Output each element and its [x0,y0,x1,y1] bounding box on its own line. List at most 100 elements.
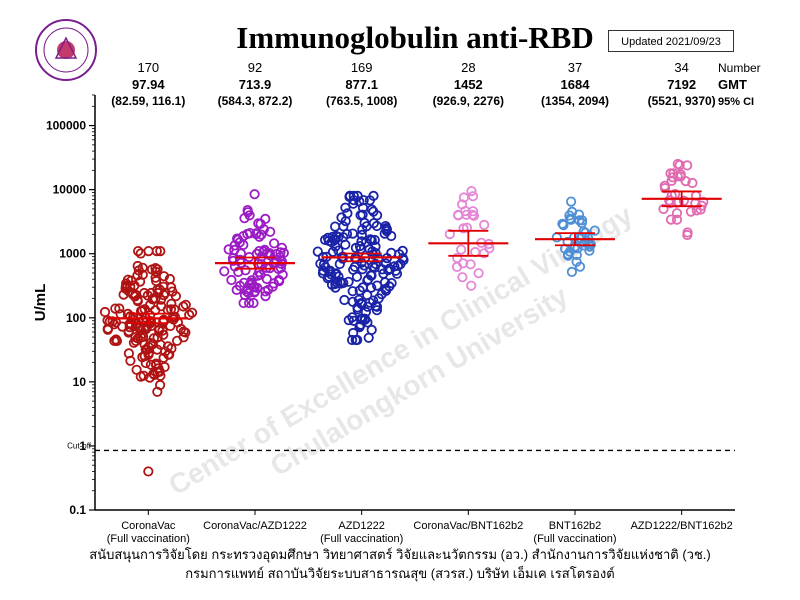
data-point [354,241,365,252]
data-point [479,219,490,230]
data-point [135,325,147,336]
footer-line-2: กรมการแพทย์ สถาบันวิจัยระบบสาธารณสุข (สว… [185,566,615,581]
group-n-label: 34 [674,60,688,75]
data-point [366,324,377,335]
data-point [260,290,271,302]
x-tick-sublabel: (Full vaccination) [320,533,403,545]
data-point [251,228,262,240]
data-point [323,271,335,282]
data-point [133,246,144,257]
data-point [156,301,167,312]
data-point [682,229,693,241]
header-number-label: Number [718,61,761,75]
data-point [140,323,152,335]
data-point [130,335,141,347]
data-point [244,297,255,309]
data-point [369,262,380,273]
group-ci-label: (763.5, 1008) [326,94,397,108]
data-point [137,262,148,273]
data-point [665,214,677,225]
data-point [158,315,169,326]
data-point [178,332,189,343]
data-point [671,214,683,225]
data-point [145,359,156,370]
data-point [565,196,577,207]
data-point [130,332,141,343]
data-point [260,213,271,224]
y-tick-label: 1 [79,439,86,453]
data-point [371,305,382,316]
data-point [219,266,230,277]
data-point [143,466,154,477]
group-n-label: 169 [351,60,373,75]
data-point [338,277,349,289]
data-point [457,272,468,283]
data-point [371,220,382,232]
data-point [350,334,361,346]
data-point [234,237,245,248]
data-point [248,297,259,309]
data-point [357,209,368,220]
chart-axes: 0.1 1 10 100 1000 10000 100000 U/mL Cut-off Coron… [32,94,735,545]
data-point [347,228,358,239]
cutoff-label: Cut-off [67,441,92,450]
data-point [258,224,269,235]
data-point [589,225,600,236]
data-point [244,279,255,290]
data-point [343,315,354,326]
data-point [397,245,408,256]
data-point [150,262,161,274]
data-point [312,246,323,257]
data-point [164,273,175,285]
group-ci-label: (926.9, 2276) [433,94,504,108]
data-point [671,208,683,219]
data-point [685,206,697,217]
data-point [107,316,118,327]
data-point [265,226,276,237]
data-points [99,158,709,477]
group-n-label: 170 [137,60,159,75]
data-point [332,277,343,289]
group-n-label: 37 [568,60,582,75]
data-point [343,276,354,287]
y-tick-label: 1000 [59,247,86,261]
group-ci-label: (584.3, 872.2) [218,94,293,108]
footer-line-1: สนับสนุนการวิจัยโดย กระทรวงอุดมศึกษา วิท… [89,547,711,562]
data-point [368,190,379,201]
data-point [334,258,345,270]
data-point [143,246,154,257]
data-point [184,309,195,320]
data-point [466,186,477,197]
data-point [319,234,331,245]
data-point [268,278,279,289]
data-point [357,224,368,235]
data-point [351,271,363,282]
data-point [344,191,355,202]
header-ci-label: 95% CI [718,96,754,108]
data-point [658,203,669,215]
group-stats-header: Number GMT 95% CI 170 97.94 (82.59, 116.1) 92 7… [111,60,760,108]
x-tick-sublabel: (Full vaccination) [107,533,190,545]
data-point [386,277,397,289]
data-point [253,218,264,229]
data-point [558,220,569,231]
x-tick-label: AZD1222 [338,520,384,532]
data-point [371,301,383,312]
x-tick-label: CoronaVac/BNT162b2 [413,520,523,532]
data-point [360,314,371,325]
data-point [355,297,367,309]
data-point [231,284,242,295]
data-point [572,243,583,254]
y-tick-label: 0.1 [69,503,86,517]
data-point [256,229,267,240]
y-tick-label: 100000 [46,119,86,133]
data-point [131,364,142,375]
logo-emblem [54,36,78,59]
data-point [340,202,351,213]
data-point [268,238,280,249]
data-point [155,246,166,257]
group-n-label: 28 [461,60,475,75]
data-point [357,282,368,293]
data-point [453,209,464,220]
data-point [99,306,111,318]
